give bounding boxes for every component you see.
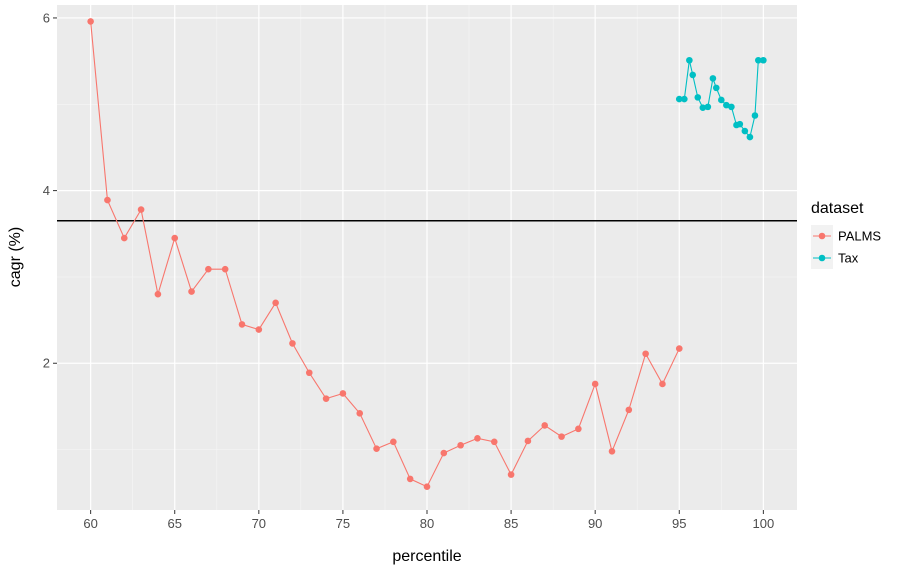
data-point-tax <box>718 96 725 104</box>
data-point-tax <box>736 120 744 128</box>
x-tick-label: 65 <box>167 516 181 531</box>
legend-label-tax: Tax <box>838 251 859 266</box>
data-point-palms <box>423 483 431 490</box>
data-point-palms <box>120 234 128 242</box>
legend-marker-tax <box>818 254 826 262</box>
data-point-palms <box>440 449 448 457</box>
data-point-palms <box>524 437 532 445</box>
data-point-palms <box>591 380 599 388</box>
y-tick-label: 4 <box>43 183 50 198</box>
data-point-palms <box>390 438 397 446</box>
legend: dataset PALMS Tax <box>811 200 881 269</box>
data-point-tax <box>751 112 759 119</box>
data-point-palms <box>272 299 279 307</box>
data-point-tax <box>741 127 749 135</box>
data-point-tax <box>686 56 693 64</box>
data-point-tax <box>728 103 735 111</box>
data-point-palms <box>188 288 195 295</box>
data-point-palms <box>659 380 666 388</box>
x-tick-label: 95 <box>672 516 686 531</box>
data-point-palms <box>255 326 263 333</box>
data-point-palms <box>171 234 179 242</box>
data-point-palms <box>221 265 229 273</box>
data-point-palms <box>608 447 616 455</box>
data-point-palms <box>305 369 313 377</box>
data-point-tax <box>699 104 707 112</box>
data-point-tax <box>723 101 730 109</box>
data-point-tax <box>746 133 754 141</box>
grid-major <box>57 5 797 510</box>
data-point-palms <box>322 395 330 402</box>
data-point-palms <box>205 265 212 273</box>
y-tick-labels: 2 4 6 <box>43 10 50 370</box>
data-point-palms <box>356 410 364 417</box>
data-point-palms <box>490 438 498 446</box>
data-point-palms <box>137 206 145 213</box>
data-point-palms <box>457 441 464 449</box>
data-point-palms <box>558 433 565 440</box>
data-point-palms <box>541 422 549 429</box>
series-layer <box>87 18 767 490</box>
data-point-tax <box>689 71 697 79</box>
legend-title: dataset <box>811 200 864 217</box>
data-point-palms <box>474 435 481 442</box>
data-point-palms <box>406 475 414 483</box>
series-line-palms <box>90 21 680 488</box>
data-point-tax <box>709 75 717 82</box>
data-point-palms <box>625 406 633 414</box>
x-tick-labels: 60 65 70 75 80 85 90 95 100 <box>83 516 774 531</box>
x-axis-title: percentile <box>392 548 461 565</box>
axis-ticks <box>53 17 764 514</box>
legend-label-palms: PALMS <box>838 229 881 244</box>
data-point-tax <box>755 56 762 64</box>
data-point-palms <box>87 18 94 25</box>
x-tick-label: 90 <box>588 516 602 531</box>
data-point-tax <box>712 84 720 92</box>
x-tick-label: 100 <box>753 516 775 531</box>
legend-marker-palms <box>818 232 826 240</box>
data-point-palms <box>289 340 296 347</box>
x-tick-label: 85 <box>504 516 518 531</box>
data-point-palms <box>373 445 380 453</box>
x-tick-label: 60 <box>83 516 97 531</box>
data-point-palms <box>238 321 246 328</box>
x-tick-label: 75 <box>336 516 350 531</box>
data-point-tax <box>760 56 767 64</box>
data-point-palms <box>575 425 582 433</box>
data-point-palms <box>339 390 347 397</box>
data-point-palms <box>507 471 515 478</box>
data-point-palms <box>154 290 162 298</box>
data-point-tax <box>694 94 702 101</box>
y-tick-label: 2 <box>43 356 50 371</box>
x-tick-label: 80 <box>420 516 434 531</box>
data-point-palms <box>675 345 683 352</box>
x-tick-label: 70 <box>252 516 266 531</box>
y-axis-title: cagr (%) <box>7 227 24 287</box>
data-point-palms <box>642 350 649 358</box>
data-point-tax <box>704 103 712 111</box>
y-tick-label: 6 <box>43 10 50 25</box>
legend-items: PALMS Tax <box>811 225 881 269</box>
data-point-palms <box>104 196 111 204</box>
data-point-tax <box>681 95 688 103</box>
data-point-tax <box>675 95 683 103</box>
